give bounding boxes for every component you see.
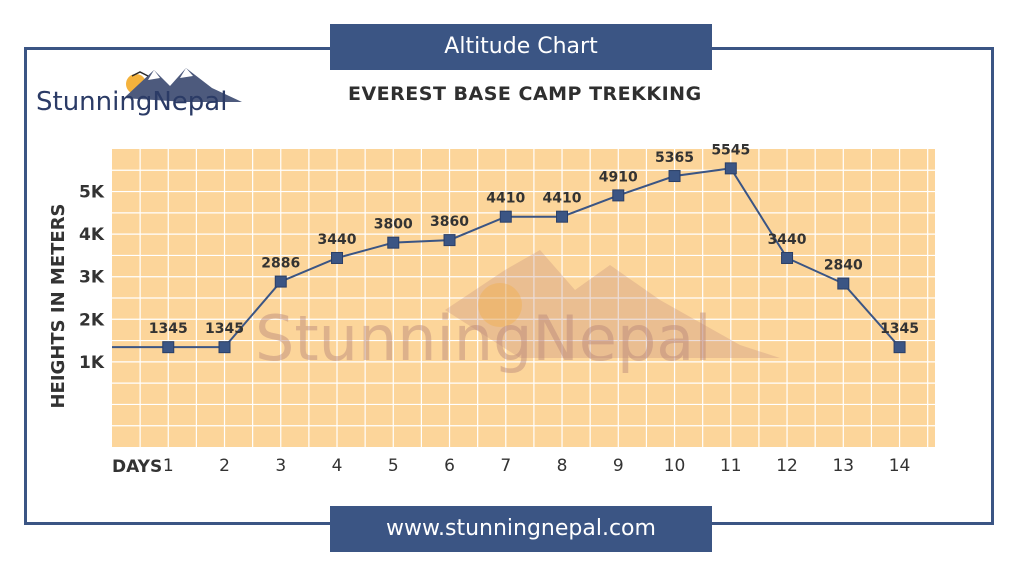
chart-subtitle: EVEREST BASE CAMP TREKKING: [348, 83, 702, 105]
watermark-mountain-icon: [445, 250, 780, 358]
website-url-banner: www.stunningnepal.com: [330, 506, 712, 552]
data-label: 4910: [599, 169, 638, 185]
data-label: 5365: [655, 150, 694, 166]
data-point-marker: [499, 210, 512, 223]
y-tick-label: 5K: [79, 183, 105, 203]
data-point-marker: [387, 236, 400, 249]
watermark-sun-icon: [478, 283, 522, 327]
x-tick-label: 3: [275, 456, 286, 476]
website-url: www.stunningnepal.com: [386, 516, 656, 541]
watermark-text: StunningNepal: [255, 302, 712, 375]
y-axis-label: HEIGHTS IN METERS: [48, 203, 69, 408]
y-tick-label: 2K: [79, 310, 105, 330]
data-label: 3440: [318, 232, 357, 248]
x-tick-label: 10: [664, 456, 686, 476]
data-point-marker: [893, 341, 906, 354]
data-label: 4410: [543, 191, 582, 207]
data-label: 3860: [430, 214, 469, 230]
x-tick-label: 4: [332, 456, 343, 476]
x-tick-label: 7: [500, 456, 511, 476]
data-point-marker: [162, 341, 175, 354]
data-point-marker: [443, 234, 456, 247]
data-point-marker: [218, 341, 231, 354]
x-axis-label: DAYS: [112, 457, 162, 477]
x-tick-label: 8: [557, 456, 568, 476]
logo-mountain-icon: [124, 68, 242, 102]
x-tick-label: 9: [613, 456, 624, 476]
chart-title: Altitude Chart: [444, 34, 598, 59]
data-label: 3440: [768, 232, 807, 248]
data-point-marker: [724, 162, 737, 175]
data-point-marker: [556, 210, 569, 223]
x-tick-label: 6: [444, 456, 455, 476]
data-label: 1345: [880, 321, 919, 337]
x-tick-label: 1: [163, 456, 174, 476]
y-tick-label: 3K: [79, 268, 105, 288]
data-point-marker: [781, 251, 794, 264]
data-label: 1345: [205, 321, 244, 337]
y-tick-label: 1K: [79, 353, 105, 373]
x-tick-label: 11: [720, 456, 742, 476]
data-point-marker: [274, 275, 287, 288]
x-tick-label: 5: [388, 456, 399, 476]
x-tick-label: 2: [219, 456, 230, 476]
data-point-marker: [668, 170, 681, 183]
data-label: 3800: [374, 217, 413, 233]
data-point-marker: [837, 277, 850, 290]
data-point-marker: [331, 251, 344, 264]
y-tick-label: 4K: [79, 225, 105, 245]
data-label: 4410: [486, 191, 525, 207]
data-label: 2840: [824, 258, 863, 274]
data-label: 2886: [261, 256, 300, 272]
x-tick-label: 14: [889, 456, 911, 476]
x-tick-label: 12: [776, 456, 798, 476]
data-point-marker: [612, 189, 625, 202]
brand-logo: StunningNepal: [36, 68, 242, 117]
data-label: 1345: [149, 321, 188, 337]
data-label: 5545: [711, 142, 750, 158]
chart-title-banner: Altitude Chart: [330, 24, 712, 70]
logo-text: StunningNepal: [36, 87, 227, 117]
logo-bird-icon: [131, 71, 149, 77]
x-tick-label: 13: [832, 456, 854, 476]
